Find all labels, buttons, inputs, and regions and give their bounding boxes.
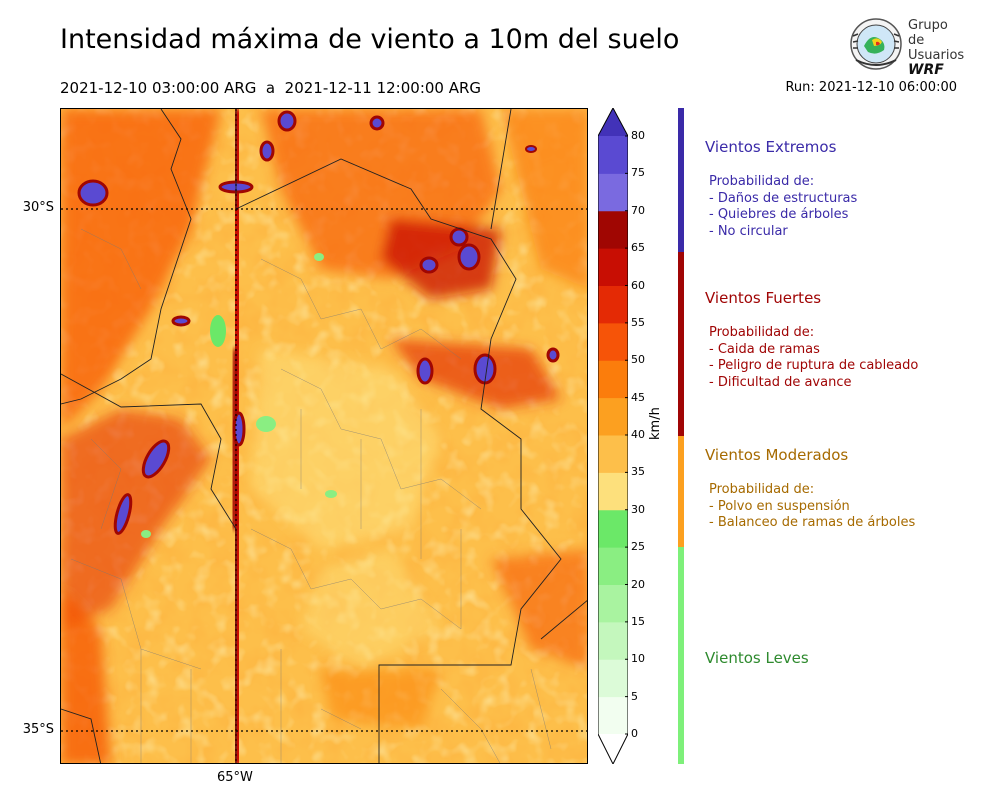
logo-line-2: Usuarios xyxy=(908,48,965,63)
category-line: - Dificultad de avance xyxy=(709,374,852,390)
category-bar-leves xyxy=(678,547,684,764)
colorbar-tick-label: 20 xyxy=(631,577,645,591)
category-line: Probabilidad de: xyxy=(709,325,815,340)
extreme-wind-cells xyxy=(77,110,560,535)
category-moderados: Vientos Moderados Probabilidad de: - Pol… xyxy=(705,446,915,532)
colorbar-segment xyxy=(598,136,628,174)
colorbar-segment xyxy=(598,397,628,436)
forecast-period: 2021-12-10 03:00:00 ARG a 2021-12-11 12:… xyxy=(60,79,482,97)
logo-line-1: Grupo de xyxy=(908,18,948,48)
wind-map xyxy=(60,108,588,764)
colorbar-svg xyxy=(597,106,629,766)
colorbar xyxy=(597,106,629,766)
colorbar-tick-label: 65 xyxy=(631,241,645,255)
colorbar-tick-label: 10 xyxy=(631,652,645,666)
category-title: Vientos Leves xyxy=(705,649,809,667)
category-line: - No circular xyxy=(709,223,788,239)
wind-field-svg xyxy=(61,109,587,763)
category-line: - Balanceo de ramas de árboles xyxy=(709,515,916,530)
department-borders xyxy=(70,228,552,763)
colorbar-segment xyxy=(598,547,628,585)
colorbar-segment xyxy=(598,210,628,249)
calm-wind-patches xyxy=(141,253,337,538)
colorbar-segment xyxy=(598,509,628,548)
colorbar-tick-label: 25 xyxy=(631,540,645,554)
category-line: - Peligro de ruptura de cableado xyxy=(709,358,919,373)
category-description: Probabilidad de: - Caida de ramas - Peli… xyxy=(705,325,918,391)
colorbar-extend-max xyxy=(598,108,628,136)
colorbar-tick-label: 0 xyxy=(631,727,638,740)
light-wind-areas xyxy=(251,349,441,669)
category-title: Vientos Fuertes xyxy=(705,289,822,307)
colorbar-segment xyxy=(598,584,628,623)
category-line: Probabilidad de: xyxy=(709,174,815,189)
colorbar-tick-label: 35 xyxy=(631,465,645,479)
colorbar-segment xyxy=(598,621,628,660)
category-bar-fuertes xyxy=(678,252,684,436)
logo-line-3: WRF xyxy=(908,62,944,78)
colorbar-unit: km/h xyxy=(648,407,663,440)
category-line: - Caida de ramas xyxy=(709,341,820,357)
category-line: Probabilidad de: xyxy=(709,482,815,497)
colorbar-tick-label: 15 xyxy=(631,614,645,628)
colorbar-segment xyxy=(598,285,628,324)
run-time: Run: 2021-12-10 06:00:00 xyxy=(785,80,957,95)
category-fuertes: Vientos Fuertes Probabilidad de: - Caida… xyxy=(705,289,918,391)
category-description: Probabilidad de: - Polvo en suspensión -… xyxy=(705,482,915,532)
colorbar-segment xyxy=(598,360,628,399)
colorbar-segment xyxy=(598,322,628,361)
category-title: Vientos Moderados xyxy=(705,446,849,464)
colorbar-tick-label: 45 xyxy=(631,390,645,404)
category-line: - Polvo en suspensión xyxy=(709,498,850,514)
colorbar-tick-label: 50 xyxy=(631,353,645,367)
category-title: Vientos Extremos xyxy=(705,138,837,156)
colorbar-segment xyxy=(598,659,628,698)
category-bar-extremos xyxy=(678,108,684,252)
colorbar-tick-label: 80 xyxy=(631,129,645,142)
colorbar-segment xyxy=(598,696,628,735)
category-line: - Daños de estructuras xyxy=(709,190,858,206)
colorbar-tick-label: 75 xyxy=(631,166,645,180)
category-description: Probabilidad de: - Daños de estructuras … xyxy=(705,174,857,240)
grupo-usuarios-wrf-logo: Grupo de Usuarios WRF xyxy=(848,16,968,78)
colorbar-tick-label: 60 xyxy=(631,278,645,292)
colorbar-tick-label: 5 xyxy=(631,689,638,703)
category-bar-moderados xyxy=(678,436,684,547)
lon-label-65w: 65°W xyxy=(217,770,253,785)
colorbar-tick-label: 30 xyxy=(631,502,645,516)
lat-label-30s: 30°S xyxy=(22,200,54,215)
colorbar-tick-label: 55 xyxy=(631,315,645,329)
colorbar-segment xyxy=(598,472,628,511)
map-title: Intensidad máxima de viento a 10m del su… xyxy=(60,24,680,55)
category-line: - Quiebres de árboles xyxy=(709,207,849,222)
category-leves: Vientos Leves xyxy=(705,649,809,667)
colorbar-extend-min xyxy=(598,734,628,764)
colorbar-tick-label: 70 xyxy=(631,203,645,217)
globe-logo-icon xyxy=(850,18,902,70)
colorbar-segment xyxy=(598,248,628,286)
colorbar-segment xyxy=(598,173,628,212)
lat-label-35s: 35°S xyxy=(22,722,54,737)
category-extremos: Vientos Extremos Probabilidad de: - Daño… xyxy=(705,138,857,240)
graticule xyxy=(61,109,587,763)
colorbar-tick-label: 40 xyxy=(631,428,645,441)
colorbar-segment xyxy=(598,435,628,473)
